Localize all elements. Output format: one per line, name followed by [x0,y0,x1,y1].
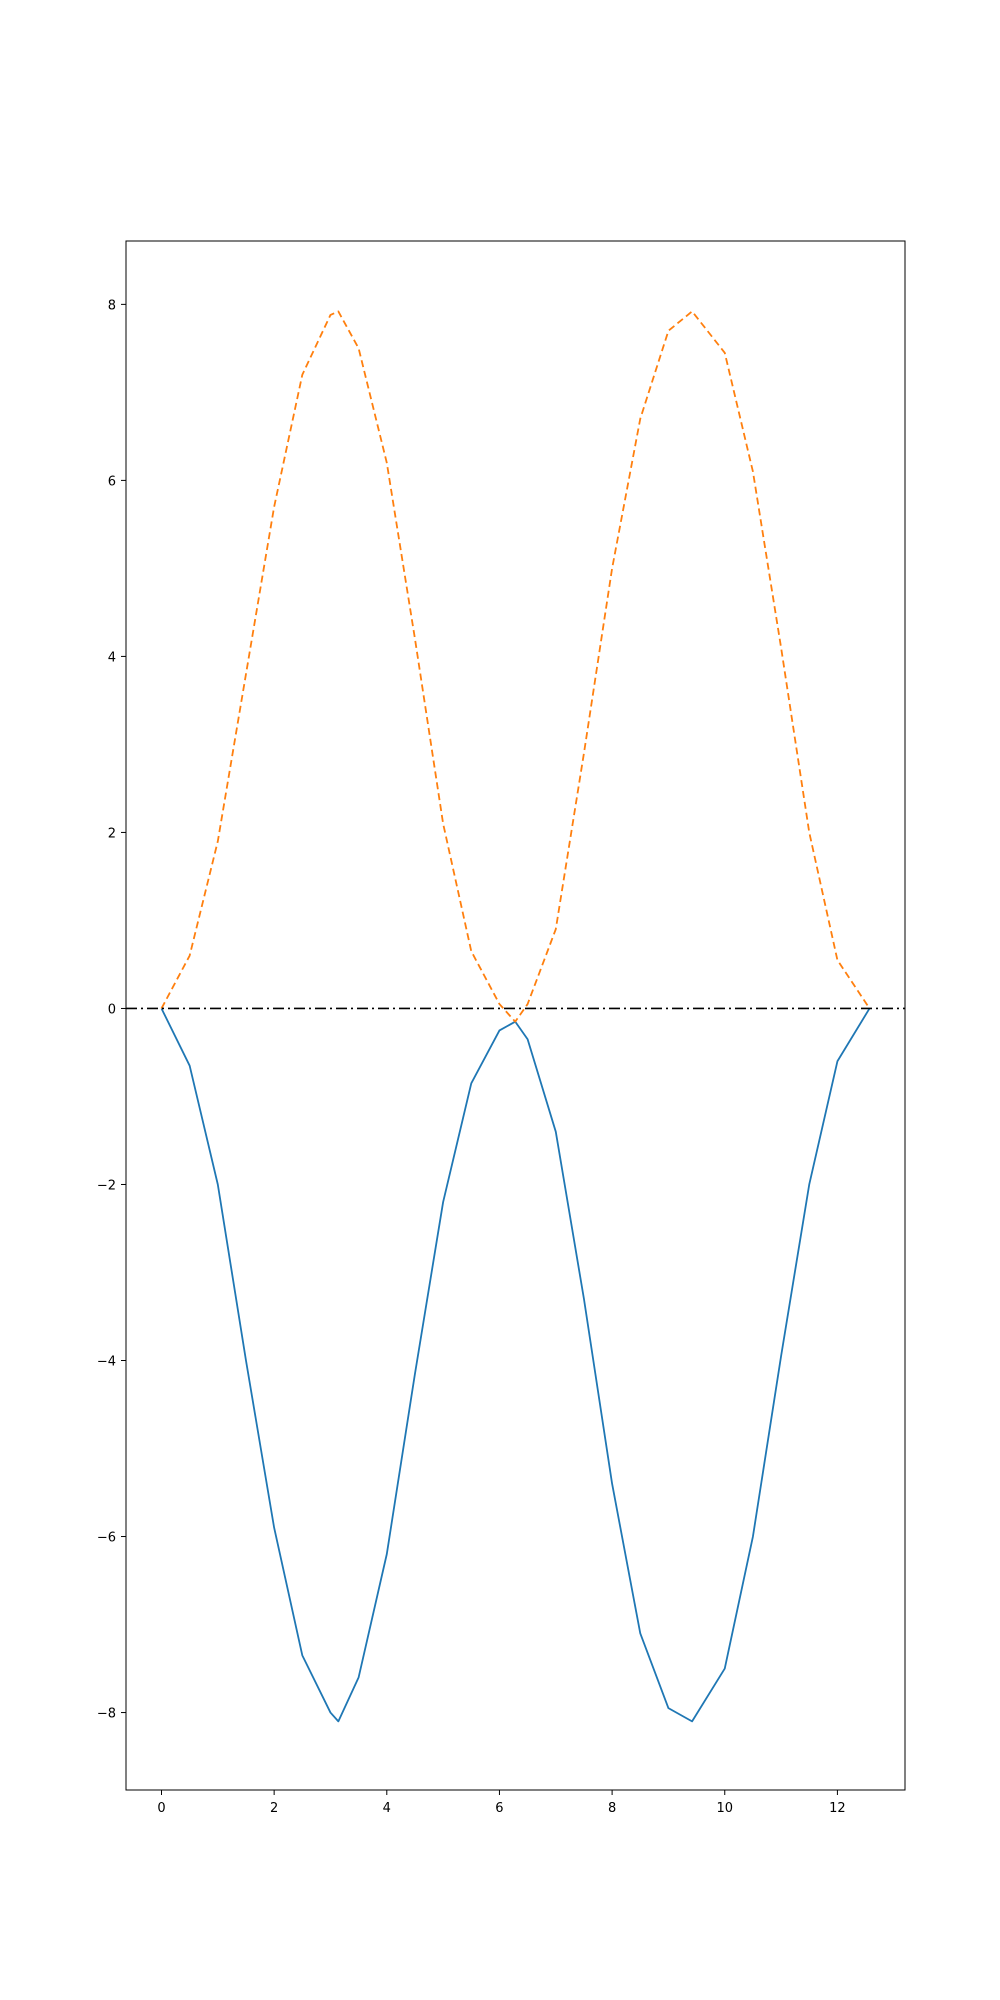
x-tick-label: 4 [383,1801,391,1816]
series-line-1-solid [160,1007,871,1723]
y-tick-label: −4 [97,1355,116,1370]
y-tick-label: −2 [97,1178,116,1193]
y-tick-label: −6 [97,1531,116,1546]
series-line-2-dashed [160,310,871,1023]
y-tick-label: 4 [108,650,116,665]
y-tick-label: 8 [108,298,116,313]
y-tick-label: 2 [108,826,116,841]
tick-layer: 0 2 4 6 8 10 12 −8 −6 −4 −2 0 2 4 6 8 [97,298,846,1816]
x-tick-label: 2 [270,1801,278,1816]
y-tick-label: 0 [108,1002,116,1017]
x-tick-label: 8 [608,1801,616,1816]
x-tick-label: 12 [829,1801,846,1816]
x-tick-label: 10 [716,1801,733,1816]
series-layer [126,310,905,1723]
x-tick-label: 6 [495,1801,503,1816]
plot-area-frame [125,240,906,1791]
y-tick-label: −8 [97,1707,116,1722]
x-tick-label: 0 [157,1801,165,1816]
y-tick-label: 6 [108,474,116,489]
